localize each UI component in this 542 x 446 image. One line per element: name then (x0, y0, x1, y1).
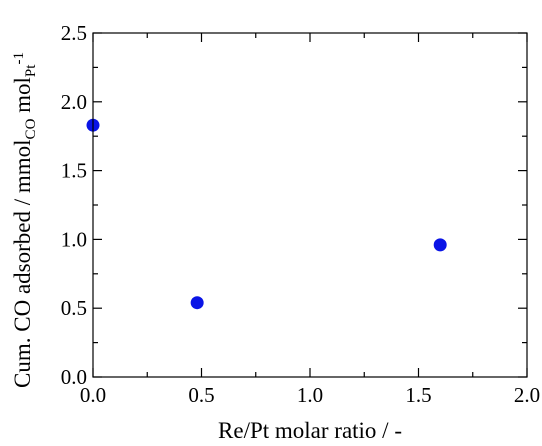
x-axis-title: Re/Pt molar ratio / - (218, 418, 402, 443)
y-tick-label: 1.5 (61, 159, 87, 183)
y-axis-title-main: Cum. CO adsorbed / mmol (10, 139, 35, 388)
y-tick-label: 0.0 (61, 365, 87, 389)
y-tick-label: 0.5 (61, 296, 87, 320)
data-point (190, 296, 204, 310)
x-tick-labels: 0.0 0.5 1.0 1.5 2.0 (80, 383, 540, 407)
x-tick-label: 1.5 (405, 383, 431, 407)
y-tick-label: 1.0 (61, 227, 87, 251)
y-axis-title-sub-co: CO (23, 118, 39, 139)
x-tick-label: 2.0 (514, 383, 540, 407)
x-tick-label: 1.0 (297, 383, 323, 407)
y-tick-label: 2.5 (61, 21, 87, 45)
y-axis-title-sup: -1 (11, 52, 27, 65)
data-points (86, 118, 447, 310)
y-axis-title-sub-pt: Pt (23, 64, 39, 77)
y-axis-title: Cum. CO adsorbed / mmolCO molPt-1 (10, 52, 39, 388)
y-tick-labels: 0.0 0.5 1.0 1.5 2.0 2.5 (61, 21, 87, 389)
y-axis-title-mol: mol (10, 77, 35, 119)
y-tick-label: 2.0 (61, 90, 87, 114)
plot-frame (92, 32, 528, 378)
data-point (433, 238, 447, 252)
axis-ticks (92, 32, 528, 378)
x-tick-label: 0.5 (188, 383, 214, 407)
x-tick-label: 0.0 (80, 383, 106, 407)
